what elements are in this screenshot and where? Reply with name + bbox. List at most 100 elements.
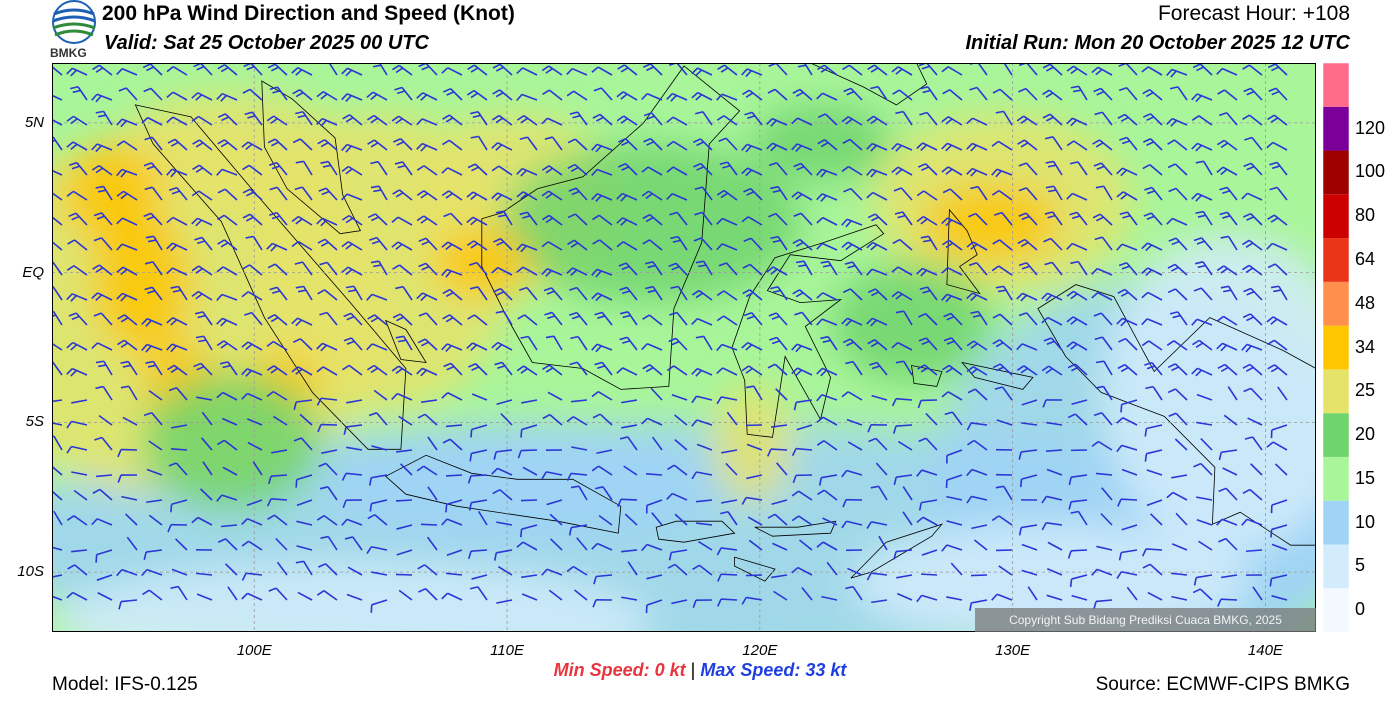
wind-barb bbox=[1175, 512, 1188, 526]
wind-barb bbox=[416, 215, 438, 226]
wind-barb bbox=[341, 93, 363, 102]
wind-barb bbox=[320, 160, 338, 176]
wind-barb bbox=[1091, 291, 1113, 301]
wind-barb bbox=[144, 286, 163, 301]
wind-barb bbox=[541, 471, 563, 480]
wind-barb bbox=[1220, 235, 1238, 251]
wind-barb bbox=[897, 592, 913, 601]
wind-barb bbox=[768, 312, 788, 326]
wind-barb bbox=[1067, 363, 1088, 376]
wind-barb bbox=[917, 364, 938, 376]
wind-barb bbox=[593, 574, 613, 585]
wind-barb bbox=[217, 439, 238, 451]
wind-barb bbox=[541, 117, 563, 126]
wind-barb bbox=[1216, 166, 1238, 176]
wind-barb bbox=[567, 213, 588, 226]
wind-barb bbox=[166, 316, 188, 326]
wind-barb bbox=[445, 499, 463, 513]
wind-barb bbox=[141, 568, 163, 577]
wind-barb bbox=[691, 289, 713, 301]
wind-barb bbox=[269, 161, 288, 176]
wind-barb bbox=[617, 64, 638, 76]
wind-barb bbox=[645, 599, 663, 614]
wind-barb bbox=[1091, 66, 1113, 76]
wind-barb bbox=[1142, 113, 1163, 126]
wind-barb bbox=[944, 411, 963, 426]
wind-barb bbox=[392, 64, 413, 76]
wind-barb bbox=[276, 561, 288, 576]
wind-barb bbox=[1071, 594, 1088, 601]
wind-barb bbox=[91, 342, 113, 351]
wind-barb bbox=[441, 343, 463, 353]
wind-barb bbox=[716, 343, 738, 352]
wind-barb bbox=[1043, 237, 1063, 251]
wind-barb bbox=[941, 391, 963, 401]
wind-barb bbox=[770, 286, 788, 301]
colorbar-segment bbox=[1323, 281, 1349, 326]
wind-barb bbox=[316, 217, 338, 227]
wind-barb bbox=[496, 521, 513, 526]
wind-barb bbox=[816, 393, 838, 402]
wind-barb bbox=[1242, 363, 1263, 376]
wind-barb bbox=[497, 565, 513, 576]
wind-barb bbox=[943, 337, 963, 351]
wind-barb bbox=[841, 520, 863, 529]
wind-barb bbox=[696, 522, 713, 526]
wind-barb bbox=[616, 241, 638, 251]
wind-barb bbox=[467, 549, 488, 560]
wind-barb bbox=[567, 163, 588, 176]
wind-barb bbox=[1267, 214, 1288, 226]
wind-barb bbox=[845, 360, 863, 376]
wind-barb bbox=[516, 191, 538, 201]
wind-barb bbox=[841, 317, 863, 327]
wind-barb bbox=[442, 438, 463, 451]
wind-barb bbox=[621, 549, 638, 553]
wind-barb bbox=[742, 263, 763, 276]
wind-barb bbox=[767, 363, 788, 376]
wind-barb bbox=[396, 449, 413, 453]
wind-barb bbox=[644, 261, 663, 276]
wind-barb bbox=[446, 572, 463, 576]
wind-barb bbox=[1018, 524, 1038, 536]
wind-barb bbox=[216, 494, 238, 502]
wind-barb bbox=[870, 485, 888, 501]
wind-barb bbox=[618, 162, 638, 176]
wind-barb bbox=[217, 113, 238, 126]
colorbar-label: 100 bbox=[1355, 161, 1386, 182]
wind-barb bbox=[217, 188, 238, 201]
wind-barb bbox=[771, 424, 788, 428]
wind-barb bbox=[370, 260, 388, 276]
wind-barb bbox=[202, 461, 213, 476]
wind-barb bbox=[493, 449, 513, 460]
wind-barb bbox=[571, 399, 588, 403]
wind-barb bbox=[370, 185, 388, 201]
wind-barb bbox=[52, 285, 63, 301]
wind-barb bbox=[168, 387, 188, 401]
wind-barb bbox=[268, 474, 288, 485]
wind-barb bbox=[643, 137, 663, 151]
wind-barb bbox=[66, 293, 88, 302]
wind-barb bbox=[866, 142, 888, 152]
wind-barb bbox=[669, 311, 688, 326]
wind-barb bbox=[1145, 385, 1163, 401]
wind-barb bbox=[744, 111, 763, 126]
wind-barb bbox=[847, 567, 863, 576]
wind-barb bbox=[893, 474, 913, 486]
wind-barb bbox=[493, 549, 513, 561]
wind-barb bbox=[1243, 387, 1263, 401]
wind-barb bbox=[621, 596, 638, 601]
wind-barb bbox=[916, 215, 938, 226]
wind-barb bbox=[826, 561, 838, 576]
wind-barb bbox=[1093, 411, 1113, 426]
wind-barb bbox=[716, 315, 738, 326]
wind-barb bbox=[541, 568, 563, 576]
wind-barb bbox=[216, 340, 238, 351]
wind-barb bbox=[592, 239, 613, 251]
wind-barb bbox=[395, 573, 413, 576]
wind-barb bbox=[217, 64, 238, 76]
wind-barb bbox=[370, 160, 388, 176]
wind-barb bbox=[95, 385, 113, 401]
wind-barb bbox=[916, 516, 938, 526]
wind-barb bbox=[170, 585, 188, 601]
wind-barb bbox=[241, 592, 263, 601]
